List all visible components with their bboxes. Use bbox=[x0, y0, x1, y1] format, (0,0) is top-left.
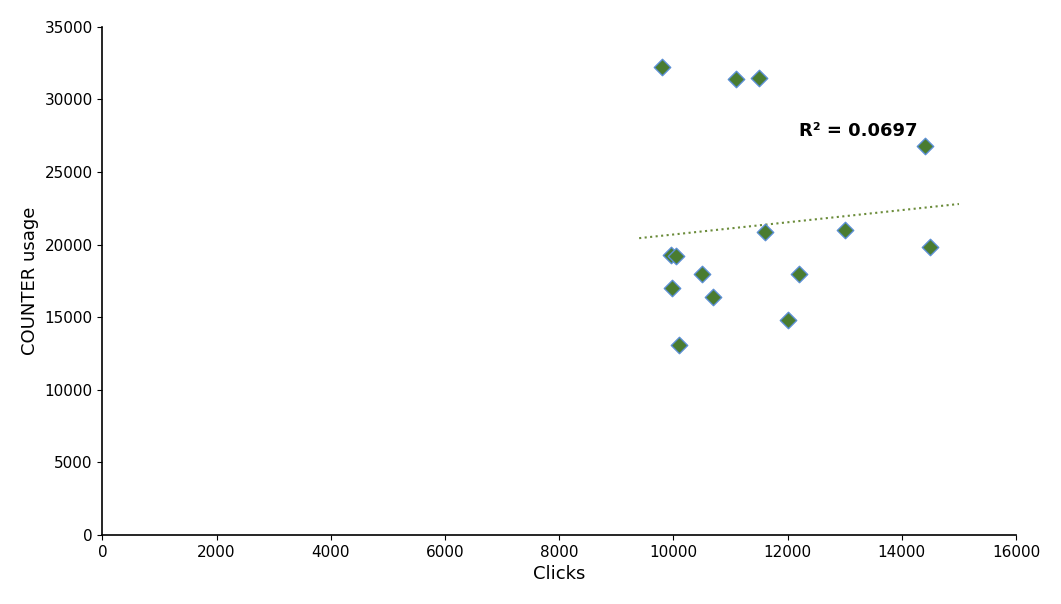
Text: R² = 0.0697: R² = 0.0697 bbox=[799, 121, 918, 140]
Point bbox=[922, 243, 939, 252]
Y-axis label: COUNTER usage: COUNTER usage bbox=[21, 207, 39, 355]
Point bbox=[667, 251, 684, 261]
Point bbox=[664, 283, 681, 293]
Point bbox=[750, 73, 767, 83]
Point bbox=[662, 250, 679, 260]
Point bbox=[779, 315, 796, 325]
Point bbox=[654, 63, 671, 72]
Point bbox=[694, 269, 711, 278]
Point bbox=[917, 141, 934, 150]
Point bbox=[836, 225, 853, 235]
Point bbox=[671, 340, 688, 350]
Point bbox=[756, 226, 773, 236]
Point bbox=[728, 74, 745, 84]
Point bbox=[705, 292, 721, 301]
X-axis label: Clicks: Clicks bbox=[533, 565, 586, 583]
Point bbox=[790, 269, 807, 278]
